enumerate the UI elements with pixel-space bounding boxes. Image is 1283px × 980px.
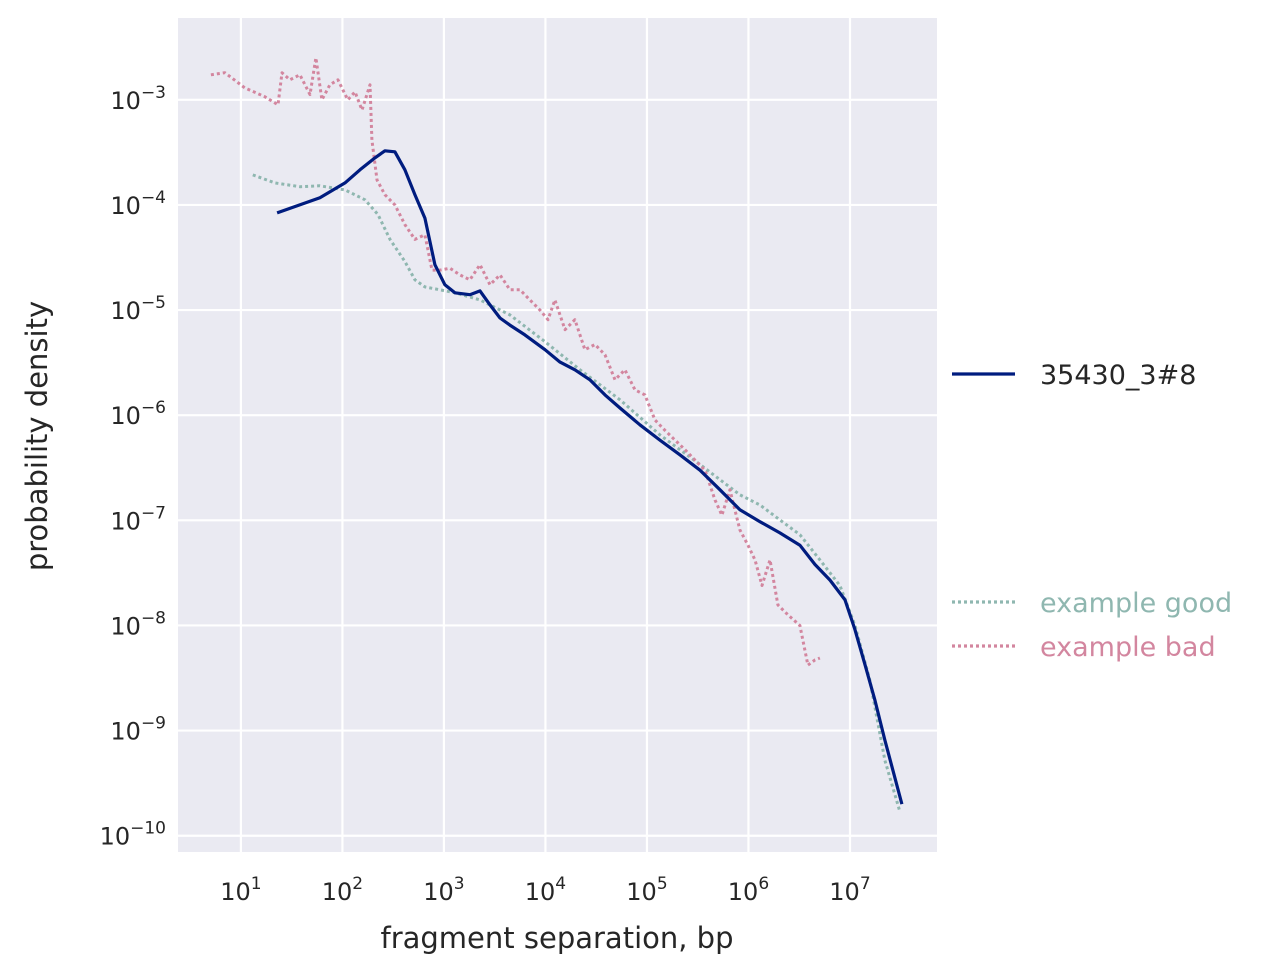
x-tick-exponent: 5 xyxy=(657,874,668,894)
x-tick-exponent: 6 xyxy=(758,874,769,894)
x-tick-exponent: 1 xyxy=(251,874,262,894)
x-tick-base: 10 xyxy=(423,878,454,906)
y-tick-labels: 10−310−410−510−610−710−810−910−10 xyxy=(100,83,166,851)
legend-label: example bad xyxy=(1040,632,1216,663)
y-tick-label: 10−7 xyxy=(110,503,166,535)
x-axis-label: fragment separation, bp xyxy=(381,921,734,955)
x-tick-base: 10 xyxy=(525,878,556,906)
series-lines xyxy=(210,56,904,813)
series-line-example-bad xyxy=(210,56,821,667)
y-tick-label: 10−9 xyxy=(110,714,166,746)
x-tick-base: 10 xyxy=(220,878,251,906)
series-line-example-good xyxy=(252,173,902,813)
y-tick-base: 10 xyxy=(110,612,141,640)
x-tick-base: 10 xyxy=(728,878,759,906)
legend-item[interactable]: 35430_3#8 xyxy=(952,360,1196,391)
y-tick-base: 10 xyxy=(100,823,131,851)
x-tick-label: 104 xyxy=(525,874,566,906)
y-tick-base: 10 xyxy=(110,87,141,115)
y-tick-exponent: −10 xyxy=(130,819,166,839)
x-tick-label: 103 xyxy=(423,874,464,906)
x-tick-base: 10 xyxy=(626,878,657,906)
y-tick-exponent: −5 xyxy=(141,293,166,313)
legend-item[interactable]: example bad xyxy=(952,632,1216,663)
x-tick-exponent: 3 xyxy=(454,874,465,894)
legend-label: example good xyxy=(1040,588,1232,619)
legend-item[interactable]: example good xyxy=(952,588,1232,619)
x-tick-label: 105 xyxy=(626,874,667,906)
y-tick-label: 10−5 xyxy=(110,293,166,325)
x-tick-labels: 101 102 103 104 105 106 107 xyxy=(220,874,870,906)
y-tick-exponent: −3 xyxy=(141,83,166,103)
x-tick-exponent: 7 xyxy=(860,874,871,894)
y-tick-exponent: −8 xyxy=(141,608,166,628)
y-tick-label: 10−3 xyxy=(110,83,166,115)
y-tick-label: 10−8 xyxy=(110,608,166,640)
y-tick-exponent: −9 xyxy=(141,714,166,734)
y-tick-base: 10 xyxy=(110,297,141,325)
y-tick-label: 10−4 xyxy=(110,188,166,220)
x-tick-exponent: 2 xyxy=(352,874,363,894)
y-tick-base: 10 xyxy=(110,192,141,220)
grid xyxy=(178,18,937,852)
y-tick-exponent: −4 xyxy=(141,188,166,208)
x-tick-label: 101 xyxy=(220,874,261,906)
y-axis-label: probability density xyxy=(20,301,54,571)
x-tick-label: 102 xyxy=(322,874,363,906)
plot-area xyxy=(178,18,937,852)
legend-label: 35430_3#8 xyxy=(1040,360,1196,391)
y-tick-base: 10 xyxy=(110,507,141,535)
series-line-35430-3-8 xyxy=(276,149,904,805)
x-tick-base: 10 xyxy=(829,878,860,906)
y-tick-label: 10−10 xyxy=(100,819,166,851)
x-tick-base: 10 xyxy=(322,878,353,906)
y-tick-exponent: −7 xyxy=(141,503,166,523)
x-tick-exponent: 4 xyxy=(555,874,566,894)
x-tick-label: 106 xyxy=(728,874,769,906)
y-tick-label: 10−6 xyxy=(110,398,166,430)
y-tick-base: 10 xyxy=(110,718,141,746)
y-tick-exponent: −6 xyxy=(141,398,166,418)
x-tick-label: 107 xyxy=(829,874,870,906)
y-tick-base: 10 xyxy=(110,402,141,430)
